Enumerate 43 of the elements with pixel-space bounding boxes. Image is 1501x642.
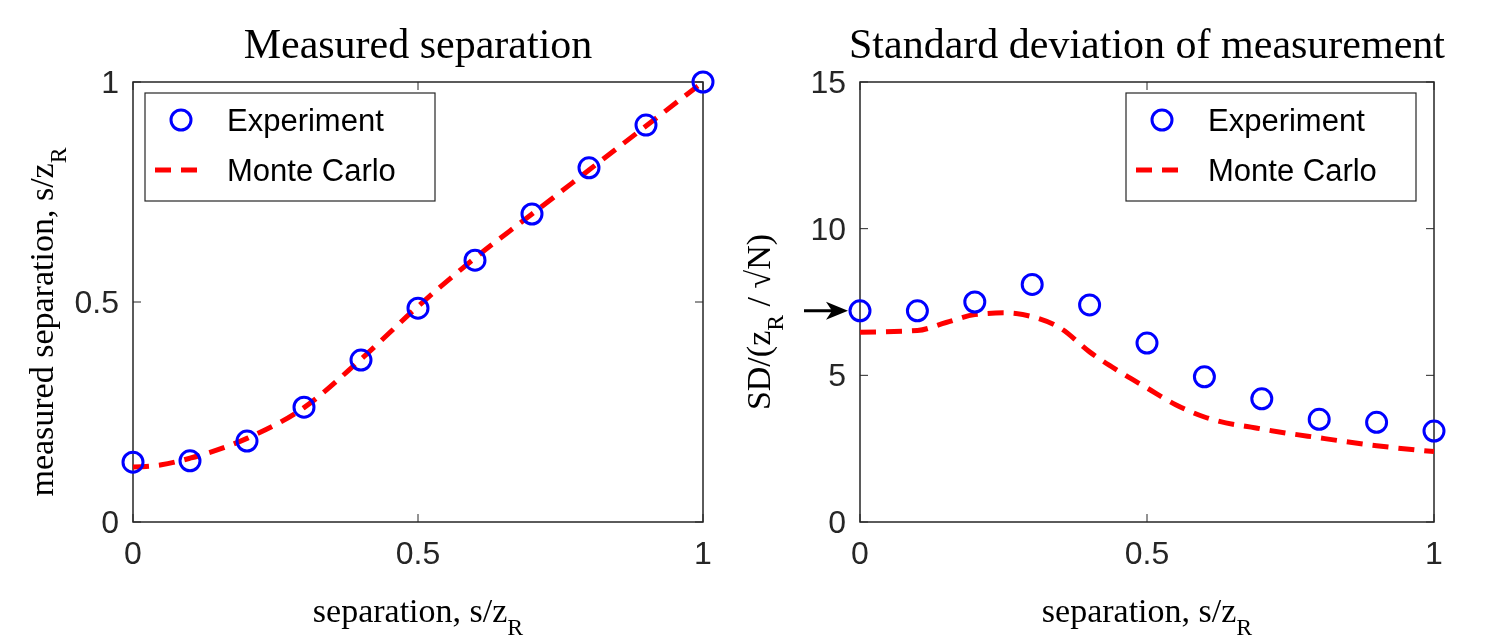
y-tick-label: 1 (101, 64, 119, 100)
point (520, 202, 544, 226)
y-tick-label: 5 (828, 357, 846, 394)
point (1307, 407, 1331, 431)
y-tick-label: 10 (810, 210, 846, 247)
x-tick-label: 0.5 (1124, 535, 1170, 571)
point (121, 450, 145, 474)
point (1192, 365, 1216, 389)
x-axis-title: separation, s/z$_{R}$ (312, 592, 524, 640)
legend-label: Experiment (227, 103, 385, 138)
chart-title: Measured separation (243, 21, 593, 67)
point (963, 290, 987, 314)
point (463, 248, 487, 272)
y-tick-label: 15 (810, 64, 846, 100)
x-tick-label: 1 (694, 535, 712, 571)
legend-label: Experiment (1208, 103, 1366, 138)
point (1365, 410, 1389, 434)
point (634, 113, 658, 137)
y-tick-label: 0.5 (74, 284, 119, 320)
chart-title: Standard deviation of measurement (849, 21, 1446, 67)
point (1250, 387, 1274, 411)
point (691, 70, 715, 94)
point (905, 299, 929, 323)
x-tick-label: 0.5 (395, 535, 441, 571)
point (577, 156, 601, 180)
y-tick-label: 0 (828, 504, 846, 540)
x-tick-label: 1 (1425, 535, 1443, 571)
y-tick-label: 0 (101, 504, 119, 540)
point (1135, 331, 1159, 355)
point (848, 299, 872, 323)
point (1078, 293, 1102, 317)
point (292, 395, 316, 419)
point (178, 449, 202, 473)
point (235, 429, 259, 453)
x-tick-label: 0 (124, 535, 142, 571)
legend-label: Monte Carlo (1208, 153, 1377, 188)
legend-label: Monte Carlo (227, 153, 396, 188)
point (349, 348, 373, 372)
point (406, 296, 430, 320)
point (1020, 272, 1044, 296)
x-tick-label: 0 (851, 535, 869, 571)
x-axis-title: separation, s/z$_{R}$ (1041, 592, 1253, 640)
point (1422, 419, 1446, 443)
